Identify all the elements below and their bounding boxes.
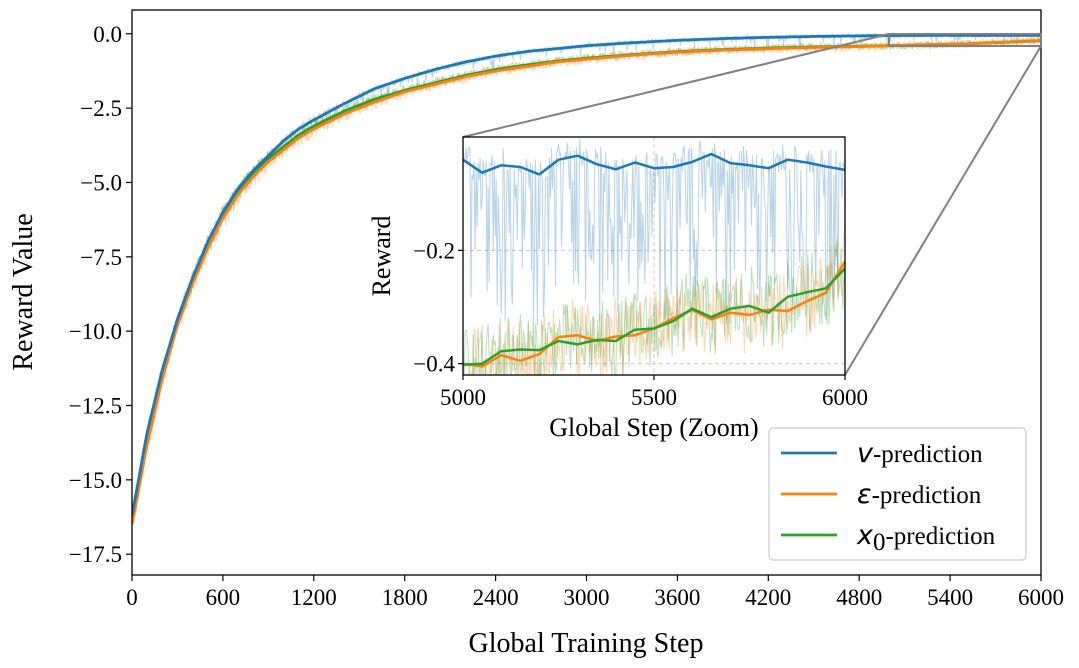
inset-plot: 5000 5500 6000 −0.2 −0.4 Global Step (Zoom)… xyxy=(367,136,868,442)
main-y-tick-label: −5.0 xyxy=(80,170,122,195)
main-x-tick-label: 4800 xyxy=(836,585,882,610)
legend-entry-2: ε-prediction xyxy=(781,479,982,510)
main-x-tick-label: 3000 xyxy=(564,585,610,610)
main-y-tick-label: −7.5 xyxy=(80,245,122,270)
inset-raw-trace-3 xyxy=(463,240,845,375)
main-x-axis: 0 600 1200 1800 2400 3000 3600 4200 4800 5400 6000 xyxy=(126,575,1064,610)
legend: v-prediction ε-prediction x0-prediction xyxy=(768,427,1027,561)
legend-entry-3: x0-prediction xyxy=(781,520,996,556)
main-y-tick-label: −10.0 xyxy=(69,319,122,344)
main-x-tick-label: 3600 xyxy=(654,585,700,610)
zoom-connector-top xyxy=(462,33,890,138)
legend-label: x0-prediction xyxy=(856,520,996,556)
inset-raw-trace-1 xyxy=(463,138,845,326)
main-x-tick-label: 0 xyxy=(126,585,138,610)
main-x-tick-label: 1200 xyxy=(291,585,337,610)
main-y-axis-title: Reward Value xyxy=(8,213,39,370)
main-y-tick-label: −15.0 xyxy=(69,468,122,493)
legend-box xyxy=(768,427,1027,561)
main-y-tick-label: −2.5 xyxy=(80,96,122,121)
main-x-axis-title: Global Training Step xyxy=(469,628,704,659)
main-y-tick-label: −12.5 xyxy=(69,394,122,419)
zoom-connector-bottom xyxy=(844,45,1042,376)
inset-series-line-3 xyxy=(463,267,845,367)
inset-x-tick-label: 6000 xyxy=(822,385,868,410)
legend-label: v-prediction xyxy=(857,438,983,469)
inset-y-axis: −0.2 −0.4 xyxy=(413,238,463,377)
legend-entry-1: v-prediction xyxy=(781,438,983,469)
inset-series-line-1 xyxy=(463,152,845,176)
main-x-tick-label: 1800 xyxy=(382,585,428,610)
zoom-region-box xyxy=(888,33,1042,47)
main-x-tick-label: 4200 xyxy=(745,585,791,610)
main-x-tick-label: 5400 xyxy=(927,585,973,610)
inset-x-axis-title: Global Step (Zoom) xyxy=(549,413,758,442)
inset-y-axis-title: Reward xyxy=(367,216,396,297)
inset-x-tick-label: 5000 xyxy=(440,385,486,410)
inset-x-axis: 5000 5500 6000 xyxy=(440,375,868,410)
inset-y-tick-label: −0.2 xyxy=(413,238,455,263)
main-y-tick-label: 0.0 xyxy=(93,22,122,47)
main-x-tick-label: 600 xyxy=(206,585,241,610)
legend-label: ε-prediction xyxy=(857,479,982,510)
main-y-tick-label: −17.5 xyxy=(69,542,122,567)
inset-y-tick-label: −0.4 xyxy=(413,352,455,377)
main-y-axis: 0.0 −2.5 −5.0 −7.5 −10.0 −12.5 −15.0 −17.5 xyxy=(69,22,132,567)
main-plot: 0 600 1200 1800 2400 3000 3600 4200 4800 5400 6000… xyxy=(8,9,1064,659)
inset-x-tick-label: 5500 xyxy=(631,385,677,410)
main-x-tick-label: 2400 xyxy=(473,585,519,610)
main-x-tick-label: 6000 xyxy=(1018,585,1064,610)
zoom-indicator xyxy=(462,33,1042,376)
